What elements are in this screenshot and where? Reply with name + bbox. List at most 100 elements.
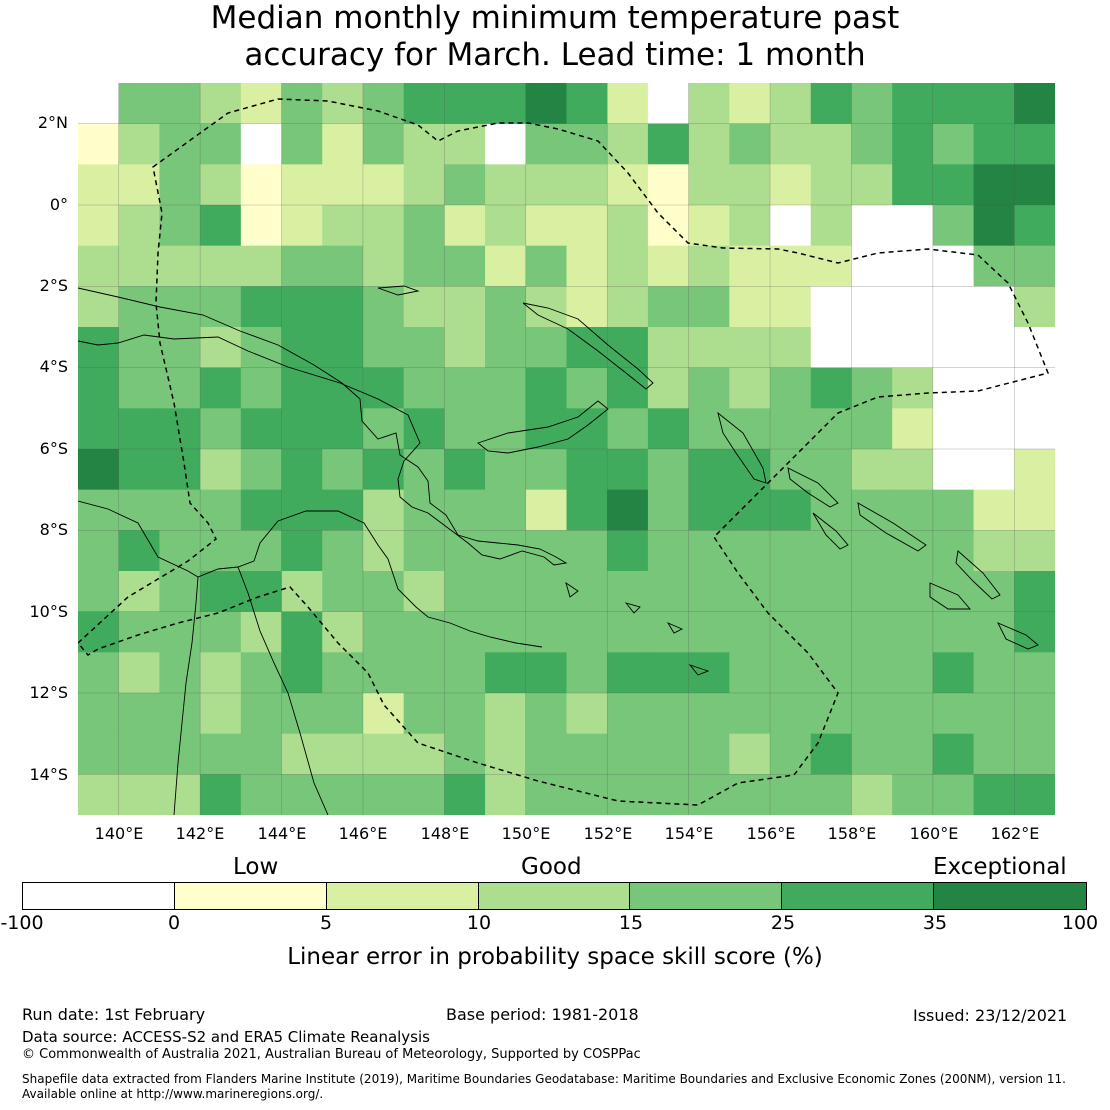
grid-cell [240,123,283,165]
grid-cell [810,83,852,125]
grid-cell [810,367,852,409]
grid-cell [118,83,160,125]
grid-cell [607,286,649,328]
grid-cell [525,327,567,369]
grid-cell [281,164,323,206]
grid-cell [770,205,812,247]
data-source: Data source: ACCESS-S2 and ERA5 Climate … [22,1028,430,1046]
grid-cell [118,286,160,328]
grid-cell [851,408,893,450]
grid-cell [566,245,608,287]
grid-cell [281,286,323,328]
grid-cell [566,774,608,815]
lat-tick-10s: 10°S [29,602,68,621]
grid-cell [892,489,934,531]
grid-cell [770,571,812,613]
grid-cell [729,693,771,735]
grid-cell [525,164,567,206]
grid-cell [200,367,242,409]
grid-cell [688,123,730,165]
grid-cell [159,245,201,287]
grid-cell [78,652,120,694]
grid-cell [1014,83,1055,125]
grid-cell [485,611,527,653]
grid-cell [403,286,445,328]
grid-cell [932,652,975,694]
grid-cell [118,327,160,369]
grid-cell [281,652,323,694]
grid-cell [932,774,975,815]
grid-cell [566,327,608,369]
grid-cell [892,449,934,491]
grid-cell [647,571,690,613]
grid-cell [973,611,1015,653]
grid-cell [281,327,323,369]
grid-cell [851,286,893,328]
grid-cell [525,408,567,450]
grid-cell [118,652,160,694]
grid-cell [566,571,608,613]
grid-cell [729,123,771,165]
grid-cell [688,652,730,694]
grid-cell [281,205,323,247]
grid-cell [973,652,1015,694]
grid-cell [525,367,567,409]
grid-cell [566,611,608,653]
grid-cell [729,611,771,653]
new-guinea-coastline [78,287,568,566]
grid-cell [851,83,893,125]
grid-cell [362,245,405,287]
grid-cell [1014,774,1055,815]
grid-cell [281,530,323,572]
grid-cell [892,286,934,328]
lon-tick-144e: 144°E [257,824,307,843]
grid-cell [973,733,1015,775]
grid-cell [200,205,242,247]
grid-cell [1014,367,1055,409]
grid-cell [403,123,445,165]
grid-cell [973,571,1015,613]
grid-cell [200,408,242,450]
grid-cell [566,693,608,735]
colorbar-tick-25: 25 [770,912,796,934]
grid-cell [240,530,283,572]
lat-tick-4s: 4°S [39,357,68,376]
new-britain-coastline [477,400,609,454]
grid-cell [159,449,201,491]
grid-cell [200,449,242,491]
grid-cell [403,489,445,531]
grid-cell [403,652,445,694]
grid-cell [647,83,690,125]
grid-cell [729,83,771,125]
grid-cell [240,733,283,775]
lon-tick-158e: 158°E [827,824,877,843]
grid-cell [729,327,771,369]
skill-score-map [78,83,1055,815]
grid-cell [403,733,445,775]
grid-cell [688,611,730,653]
grid-cell [892,774,934,815]
grid-cell [525,489,567,531]
grid-cell [159,367,201,409]
grid-cell [403,83,445,125]
grid-cell [973,123,1015,165]
grid-cell [78,205,120,247]
grid-cell [444,164,486,206]
grid-cell [647,611,690,653]
grid-cell [810,693,852,735]
grid-cell [932,205,975,247]
grid-cell [851,571,893,613]
grid-cell [444,123,486,165]
grid-cell [403,245,445,287]
grid-cell [932,611,975,653]
base-period: Base period: 1981-2018 [446,1005,639,1024]
shapefile-credit-line-1: Shapefile data extracted from Flanders M… [22,1072,1066,1086]
lon-tick-146e: 146°E [338,824,388,843]
grid-cell [566,367,608,409]
grid-cell [770,83,812,125]
grid-cell [159,489,201,531]
grid-cell [729,286,771,328]
grid-cell [1014,571,1055,613]
grid-cell [444,693,486,735]
colorbar-tick-minus100: -100 [0,912,44,934]
